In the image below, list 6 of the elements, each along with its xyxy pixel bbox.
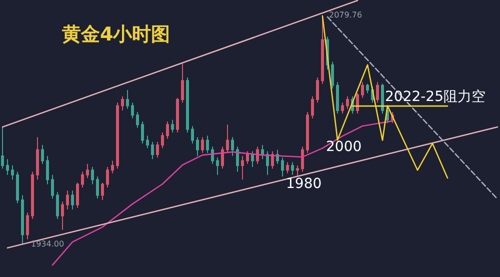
annotation: 2022-25阻力空 (385, 89, 486, 105)
annotation: 1980 (286, 176, 322, 192)
annotation: 2000 (326, 139, 362, 155)
annotation: 1934.00 (31, 240, 64, 248)
text: 黄金4小时图 (61, 24, 170, 46)
annotation: 2079.76 (329, 10, 362, 20)
